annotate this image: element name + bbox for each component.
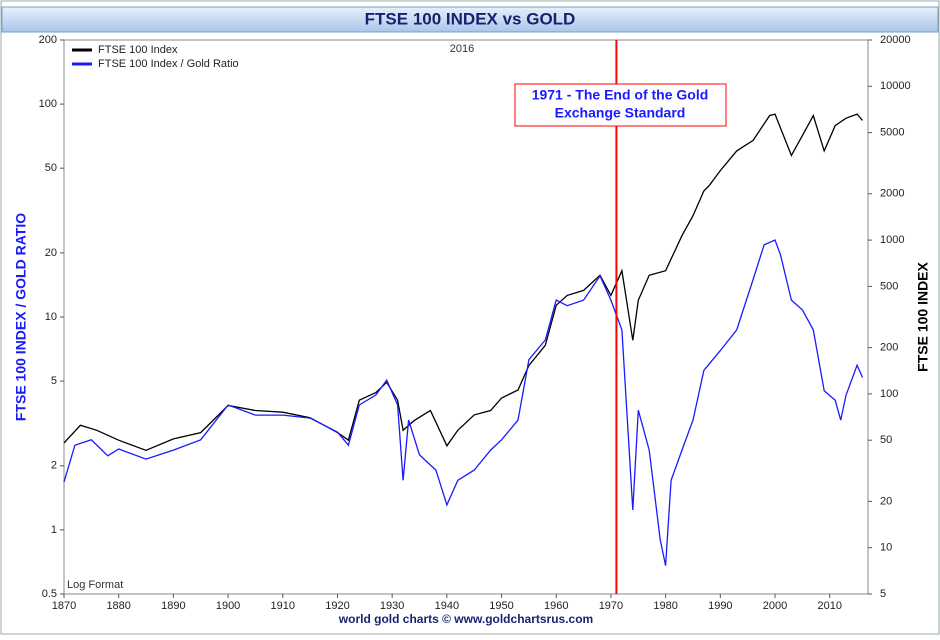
y2-tick-label: 500 [880,280,898,292]
y2-tick-label: 50 [880,434,892,446]
x-tick-label: 1890 [161,600,185,612]
y2-tick-label: 2000 [880,188,904,200]
y2-tick-label: 10 [880,542,892,554]
legend-label: FTSE 100 Index / Gold Ratio [98,58,239,70]
y2-tick-label: 200 [880,342,898,354]
y-tick-label: 5 [51,375,57,387]
x-tick-label: 1880 [106,600,130,612]
series-line [63,113,863,451]
y-tick-label: 20 [45,247,57,259]
x-tick-label: 2000 [763,600,787,612]
x-tick-label: 1940 [435,600,459,612]
x-tick-label: 1960 [544,600,568,612]
annotation-text: Exchange Standard [555,105,686,121]
plot-area [63,39,869,595]
y2-tick-label: 10000 [880,80,911,92]
x-tick-label: 1870 [52,600,76,612]
note: Log Format [67,579,123,591]
y2-axis-label: FTSE 100 INDEX [915,261,931,371]
legend-label: FTSE 100 Index [98,44,178,56]
x-tick-label: 1900 [216,600,240,612]
series-line [63,239,864,566]
x-tick-label: 1980 [653,600,677,612]
footer: world gold charts © www.goldchartsrus.co… [338,612,593,626]
x-tick-label: 1990 [708,600,732,612]
x-tick-label: 1910 [271,600,295,612]
annotation-text: 1971 - The End of the Gold [532,87,709,103]
y-tick-label: 100 [39,98,57,110]
y2-tick-label: 5 [880,588,886,600]
x-tick-label: 1970 [599,600,623,612]
annotation-box [514,83,727,127]
y-axis-label: FTSE 100 INDEX / GOLD RATIO [13,213,29,421]
x-tick-label: 1920 [325,600,349,612]
y2-tick-label: 100 [880,388,898,400]
y-tick-label: 1 [51,524,57,536]
chart-title: FTSE 100 INDEX vs GOLD [365,9,576,28]
subtitle: 2016 [450,43,474,55]
y-tick-label: 0.5 [42,588,57,600]
y-tick-label: 10 [45,311,57,323]
y-tick-label: 50 [45,162,57,174]
x-tick-label: 2010 [817,600,841,612]
x-tick-label: 1950 [489,600,513,612]
y2-tick-label: 20 [880,495,892,507]
y2-tick-label: 5000 [880,127,904,139]
y-tick-label: 200 [39,34,57,46]
y2-tick-label: 1000 [880,234,904,246]
x-tick-label: 1930 [380,600,404,612]
y-tick-label: 2 [51,460,57,472]
y2-tick-label: 20000 [880,34,911,46]
title-bar [1,6,939,33]
